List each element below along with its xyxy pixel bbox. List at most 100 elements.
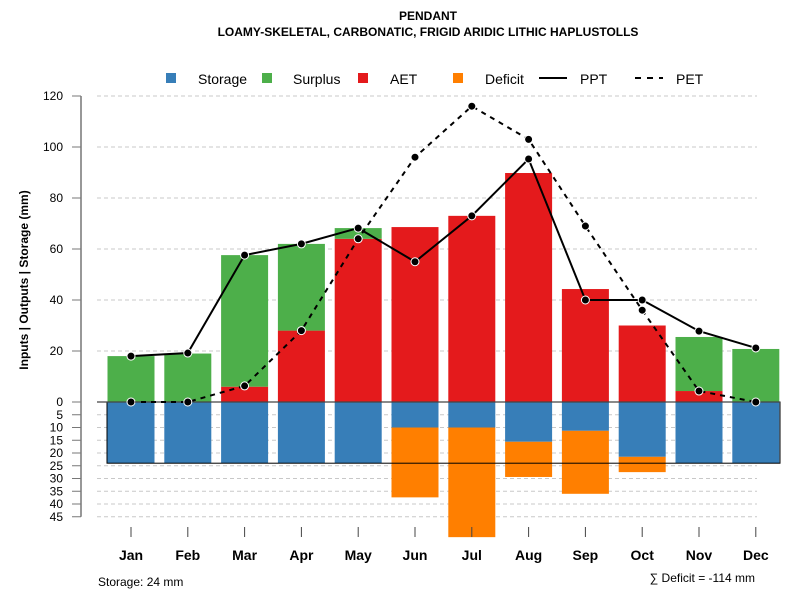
storage-note: Storage: 24 mm [98, 575, 183, 589]
bar-storage [164, 402, 212, 464]
point-ppt [694, 326, 704, 336]
legend-swatch-surplus [262, 73, 272, 83]
point-ppt [637, 295, 647, 305]
y-tick-label: 20 [50, 344, 64, 358]
bar-deficit [391, 427, 439, 498]
y-tick-label: 25 [50, 459, 64, 473]
point-ppt [580, 295, 590, 305]
bar-storage [277, 402, 325, 464]
x-tick-label: Feb [175, 547, 200, 563]
bar-surplus [107, 356, 155, 402]
bar-storage [107, 402, 155, 464]
x-tick-label: Aug [515, 547, 542, 563]
chart-subtitle: LOAMY-SKELETAL, CARBONATIC, FRIGID ARIDI… [218, 25, 639, 39]
point-pet [410, 152, 420, 162]
point-pet [637, 305, 647, 315]
bar-surplus [675, 336, 723, 392]
bar-surplus [164, 353, 212, 402]
bar-storage [561, 402, 609, 431]
point-ppt [126, 351, 136, 361]
legend-label-storage: Storage [198, 71, 247, 87]
point-pet [524, 134, 534, 144]
point-ppt [353, 223, 363, 233]
point-ppt [524, 154, 534, 164]
y-tick-label: 40 [50, 293, 64, 307]
bar-storage [732, 402, 780, 464]
legend-swatch-deficit [453, 73, 463, 83]
x-tick-label: May [345, 547, 372, 563]
bar-storage [221, 402, 269, 464]
y-tick-label: 60 [50, 242, 64, 256]
bar-aet [277, 330, 325, 402]
point-pet [353, 234, 363, 244]
y-tick-label: 35 [50, 484, 64, 498]
y-tick-label: 0 [56, 395, 63, 409]
bar-aet [391, 227, 439, 402]
point-ppt [751, 343, 761, 353]
y-tick-label: 120 [43, 89, 63, 103]
bar-deficit [561, 430, 609, 494]
y-tick-label: 20 [50, 446, 64, 460]
bar-aet [675, 391, 723, 402]
point-pet [751, 397, 761, 407]
bar-aet [561, 289, 609, 402]
bar-storage [391, 402, 439, 428]
bar-storage [675, 402, 723, 464]
line-ppt [130, 157, 757, 358]
x-tick-label: Nov [686, 547, 713, 563]
bar-aet [448, 215, 496, 402]
y-tick-label: 45 [50, 510, 64, 524]
legend-swatch-aet [358, 73, 368, 83]
legend-label-aet: AET [390, 71, 418, 87]
y-axis-label: Inputs | Outputs | Storage (mm) [17, 190, 31, 369]
point-pet [183, 397, 193, 407]
point-pet [580, 221, 590, 231]
x-tick-label: Jan [119, 547, 143, 563]
bar-aet [221, 386, 269, 402]
point-ppt [183, 348, 193, 358]
point-ppt [467, 211, 477, 221]
x-tick-label: Mar [232, 547, 257, 563]
line-pet [131, 104, 756, 403]
bar-storage [334, 402, 382, 464]
y-tick-label: 10 [50, 421, 64, 435]
bar-storage [448, 402, 496, 428]
legend-label-deficit: Deficit [485, 71, 524, 87]
bar-deficit [618, 456, 666, 473]
x-tick-label: Jun [403, 547, 428, 563]
bar-surplus [277, 243, 325, 331]
y-tick-label: 30 [50, 472, 64, 486]
legend-label-surplus: Surplus [293, 71, 340, 87]
legend: Storage Surplus AET Deficit PPT PET [166, 71, 704, 87]
point-pet [296, 326, 306, 336]
point-ppt [240, 250, 250, 260]
point-pet [694, 386, 704, 396]
bar-storage [505, 402, 553, 442]
y-tick-label: 100 [43, 140, 63, 154]
bar-storage [618, 402, 666, 457]
bar-surplus [732, 348, 780, 402]
bar-aet [618, 325, 666, 402]
bar-deficit [448, 427, 496, 538]
bar-aet [505, 173, 553, 402]
x-tick-label: Sep [573, 547, 599, 563]
x-tick-label: Oct [631, 547, 655, 563]
deficit-sum: ∑ Deficit = -114 mm [650, 571, 755, 585]
point-pet [467, 101, 477, 111]
x-tick-label: Dec [743, 547, 769, 563]
y-tick-label: 15 [50, 433, 64, 447]
x-tick-label: Apr [289, 547, 314, 563]
point-ppt [410, 257, 420, 267]
y-tick-label: 40 [50, 497, 64, 511]
y-tick-label: 80 [50, 191, 64, 205]
legend-label-ppt: PPT [580, 71, 608, 87]
point-pet [240, 381, 250, 391]
point-ppt [296, 239, 306, 249]
chart-title: PENDANT [399, 9, 458, 23]
point-pet [126, 397, 136, 407]
bar-deficit [505, 441, 553, 477]
bar-aet [334, 238, 382, 402]
y-tick-label: 5 [56, 408, 63, 422]
x-tick-label: Jul [462, 547, 482, 563]
